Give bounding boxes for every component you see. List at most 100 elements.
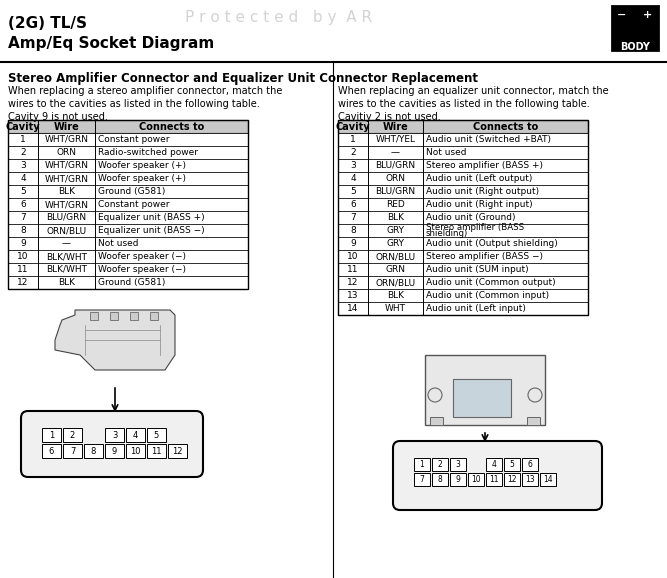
Text: BLU/GRN: BLU/GRN — [376, 187, 416, 196]
Text: 7: 7 — [20, 213, 26, 222]
Text: 1: 1 — [420, 460, 424, 469]
Bar — [504, 458, 520, 471]
Text: 10: 10 — [130, 446, 141, 455]
Text: 7: 7 — [350, 213, 356, 222]
Bar — [8, 146, 248, 159]
Text: When replacing a stereo amplifier connector, match the
wires to the cavities as : When replacing a stereo amplifier connec… — [8, 86, 282, 123]
Bar — [450, 473, 466, 486]
Text: Not used: Not used — [426, 148, 466, 157]
Bar — [432, 473, 448, 486]
Text: ORN/BLU: ORN/BLU — [47, 226, 87, 235]
Text: 10: 10 — [471, 475, 481, 484]
Text: Ground (G581): Ground (G581) — [98, 278, 165, 287]
Bar — [8, 211, 248, 224]
Bar — [522, 473, 538, 486]
Text: Stereo amplifier (BASS −): Stereo amplifier (BASS −) — [426, 252, 543, 261]
Text: Audio unit (SUM input): Audio unit (SUM input) — [426, 265, 529, 274]
Bar — [338, 120, 588, 315]
Bar — [338, 159, 588, 172]
Text: Constant power: Constant power — [98, 200, 169, 209]
Bar — [486, 458, 502, 471]
Bar — [453, 379, 511, 417]
Text: 12: 12 — [17, 278, 29, 287]
Text: GRN: GRN — [386, 265, 406, 274]
Bar — [8, 133, 248, 146]
Text: BLK: BLK — [387, 291, 404, 300]
Bar — [338, 302, 588, 315]
Bar — [430, 417, 443, 425]
Text: +: + — [644, 10, 652, 20]
Text: BLK/WHT: BLK/WHT — [46, 252, 87, 261]
Bar — [522, 458, 538, 471]
Bar — [63, 428, 82, 442]
Text: Not used: Not used — [98, 239, 139, 248]
Text: 13: 13 — [348, 291, 359, 300]
Text: 12: 12 — [172, 446, 183, 455]
Bar — [147, 444, 166, 458]
Text: ORN: ORN — [386, 174, 406, 183]
Text: Woofer speaker (−): Woofer speaker (−) — [98, 265, 186, 274]
Text: BLU/GRN: BLU/GRN — [47, 213, 87, 222]
Text: Equalizer unit (BASS −): Equalizer unit (BASS −) — [98, 226, 205, 235]
Text: 5: 5 — [20, 187, 26, 196]
Text: Audio unit (Left output): Audio unit (Left output) — [426, 174, 532, 183]
Text: 3: 3 — [112, 431, 117, 439]
Bar — [338, 263, 588, 276]
Bar — [130, 312, 138, 320]
Bar — [338, 211, 588, 224]
Text: Wire: Wire — [383, 121, 408, 132]
Text: Woofer speaker (+): Woofer speaker (+) — [98, 174, 186, 183]
Bar — [150, 312, 158, 320]
Bar — [338, 237, 588, 250]
Bar — [504, 473, 520, 486]
Bar — [90, 312, 98, 320]
Text: Connects to: Connects to — [139, 121, 204, 132]
Text: Audio unit (Switched +BAT): Audio unit (Switched +BAT) — [426, 135, 551, 144]
Text: Wire: Wire — [53, 121, 79, 132]
Text: 7: 7 — [70, 446, 75, 455]
Bar — [414, 473, 430, 486]
Text: 5: 5 — [510, 460, 514, 469]
Text: 14: 14 — [348, 304, 359, 313]
Text: 8: 8 — [20, 226, 26, 235]
Text: ORN: ORN — [57, 148, 77, 157]
Text: WHT: WHT — [385, 304, 406, 313]
Text: 6: 6 — [49, 446, 54, 455]
Text: 4: 4 — [350, 174, 356, 183]
Text: 1: 1 — [20, 135, 26, 144]
Text: 3: 3 — [350, 161, 356, 170]
Text: 5: 5 — [350, 187, 356, 196]
Bar — [414, 458, 430, 471]
Bar — [425, 355, 545, 425]
Bar — [432, 458, 448, 471]
Bar — [338, 120, 588, 133]
Text: Amp/Eq Socket Diagram: Amp/Eq Socket Diagram — [8, 36, 214, 51]
Text: Audio unit (Ground): Audio unit (Ground) — [426, 213, 516, 222]
Text: WHT/YEL: WHT/YEL — [376, 135, 416, 144]
Bar — [8, 120, 248, 289]
Text: 14: 14 — [543, 475, 553, 484]
Text: 4: 4 — [20, 174, 26, 183]
Text: 3: 3 — [20, 161, 26, 170]
Bar — [612, 6, 658, 50]
Text: ORN/BLU: ORN/BLU — [376, 252, 416, 261]
Text: 8: 8 — [438, 475, 442, 484]
Bar — [8, 224, 248, 237]
Bar — [450, 458, 466, 471]
Text: GRY: GRY — [386, 226, 404, 235]
Text: −: − — [618, 10, 627, 20]
Bar — [105, 444, 124, 458]
Text: Woofer speaker (−): Woofer speaker (−) — [98, 252, 186, 261]
Text: BLK/WHT: BLK/WHT — [46, 265, 87, 274]
Text: 2: 2 — [20, 148, 26, 157]
Bar — [468, 473, 484, 486]
Bar — [63, 444, 82, 458]
Text: Radio-switched power: Radio-switched power — [98, 148, 198, 157]
Bar — [126, 444, 145, 458]
Text: 11: 11 — [17, 265, 29, 274]
Text: 9: 9 — [456, 475, 460, 484]
Text: BODY: BODY — [620, 42, 650, 52]
Bar — [84, 444, 103, 458]
Text: 9: 9 — [112, 446, 117, 455]
Bar — [8, 185, 248, 198]
